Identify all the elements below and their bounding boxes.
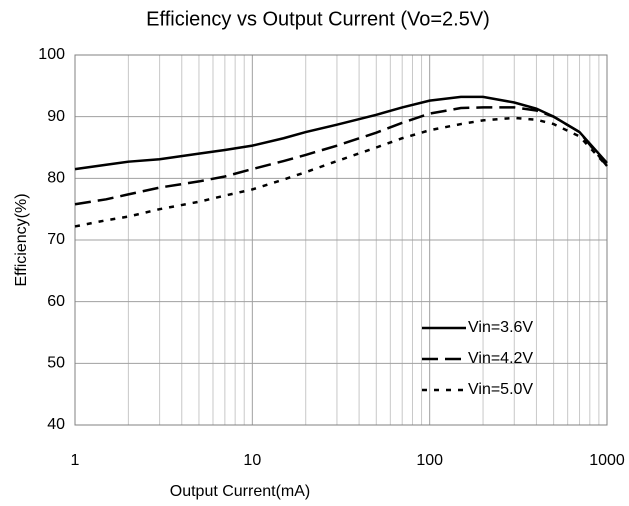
- plot-frame: [74, 54, 608, 426]
- y-tick-label: 40: [47, 416, 65, 433]
- x-axis-label: Output Current(mA): [170, 483, 310, 500]
- y-axis-label: Efficiency(%): [13, 193, 30, 286]
- y-tick-label: 70: [47, 231, 65, 248]
- y-tick-label: 50: [47, 355, 65, 372]
- series-line: [74, 116, 608, 228]
- y-tick-label: 90: [47, 108, 65, 125]
- y-tick-label: 100: [38, 46, 65, 63]
- x-tick-label: 100: [416, 452, 443, 469]
- x-tick-label: 1000: [589, 452, 625, 469]
- y-tick-label: 60: [47, 293, 65, 310]
- legend-label: Vin=5.0V: [468, 381, 533, 398]
- chart-title: Efficiency vs Output Current (Vo=2.5V): [146, 8, 490, 30]
- x-tick-label: 1: [71, 452, 80, 469]
- x-tick-label: 10: [243, 452, 261, 469]
- legend-label: Vin=3.6V: [468, 319, 533, 336]
- series-line: [74, 95, 608, 171]
- y-tick-label: 80: [47, 170, 65, 187]
- series-line: [74, 106, 608, 206]
- legend-label: Vin=4.2V: [468, 350, 533, 367]
